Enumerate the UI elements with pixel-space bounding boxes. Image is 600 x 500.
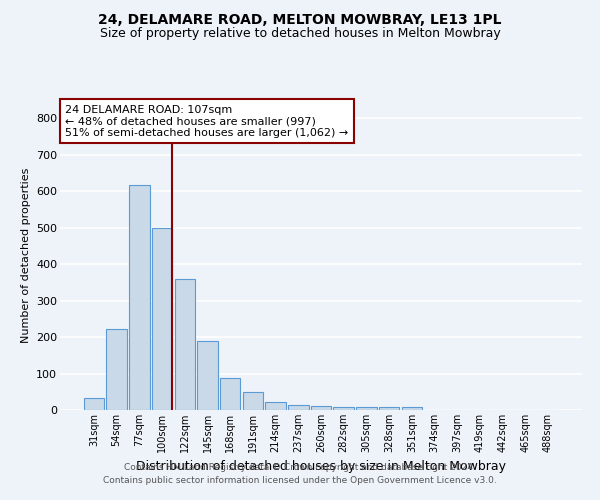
Text: Contains HM Land Registry data © Crown copyright and database right 2024.: Contains HM Land Registry data © Crown c… <box>124 464 476 472</box>
Text: Contains public sector information licensed under the Open Government Licence v3: Contains public sector information licen… <box>103 476 497 485</box>
Bar <box>175 278 195 410</box>
Bar <box>106 329 127 410</box>
Text: 24 DELAMARE ROAD: 107sqm
← 48% of detached houses are smaller (997)
51% of semi-: 24 DELAMARE ROAD: 107sqm ← 48% of detach… <box>65 104 349 138</box>
Bar <box>197 340 218 410</box>
Bar <box>129 184 149 410</box>
Y-axis label: Number of detached properties: Number of detached properties <box>20 168 31 342</box>
Bar <box>356 407 377 410</box>
X-axis label: Distribution of detached houses by size in Melton Mowbray: Distribution of detached houses by size … <box>136 460 506 473</box>
Bar <box>220 378 241 410</box>
Bar <box>334 407 354 410</box>
Text: Size of property relative to detached houses in Melton Mowbray: Size of property relative to detached ho… <box>100 28 500 40</box>
Bar <box>265 402 286 410</box>
Bar <box>152 228 172 410</box>
Bar <box>84 398 104 410</box>
Bar <box>288 404 308 410</box>
Bar <box>311 406 331 410</box>
Bar <box>401 407 422 410</box>
Bar <box>242 392 263 410</box>
Bar <box>379 407 400 410</box>
Text: 24, DELAMARE ROAD, MELTON MOWBRAY, LE13 1PL: 24, DELAMARE ROAD, MELTON MOWBRAY, LE13 … <box>98 12 502 26</box>
